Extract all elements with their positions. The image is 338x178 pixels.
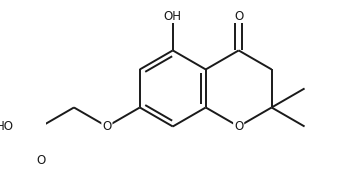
Text: HO: HO	[0, 120, 14, 133]
Text: O: O	[37, 154, 46, 167]
Text: O: O	[234, 120, 243, 133]
Text: O: O	[102, 120, 112, 133]
Text: OH: OH	[164, 10, 182, 23]
Text: O: O	[234, 10, 243, 23]
